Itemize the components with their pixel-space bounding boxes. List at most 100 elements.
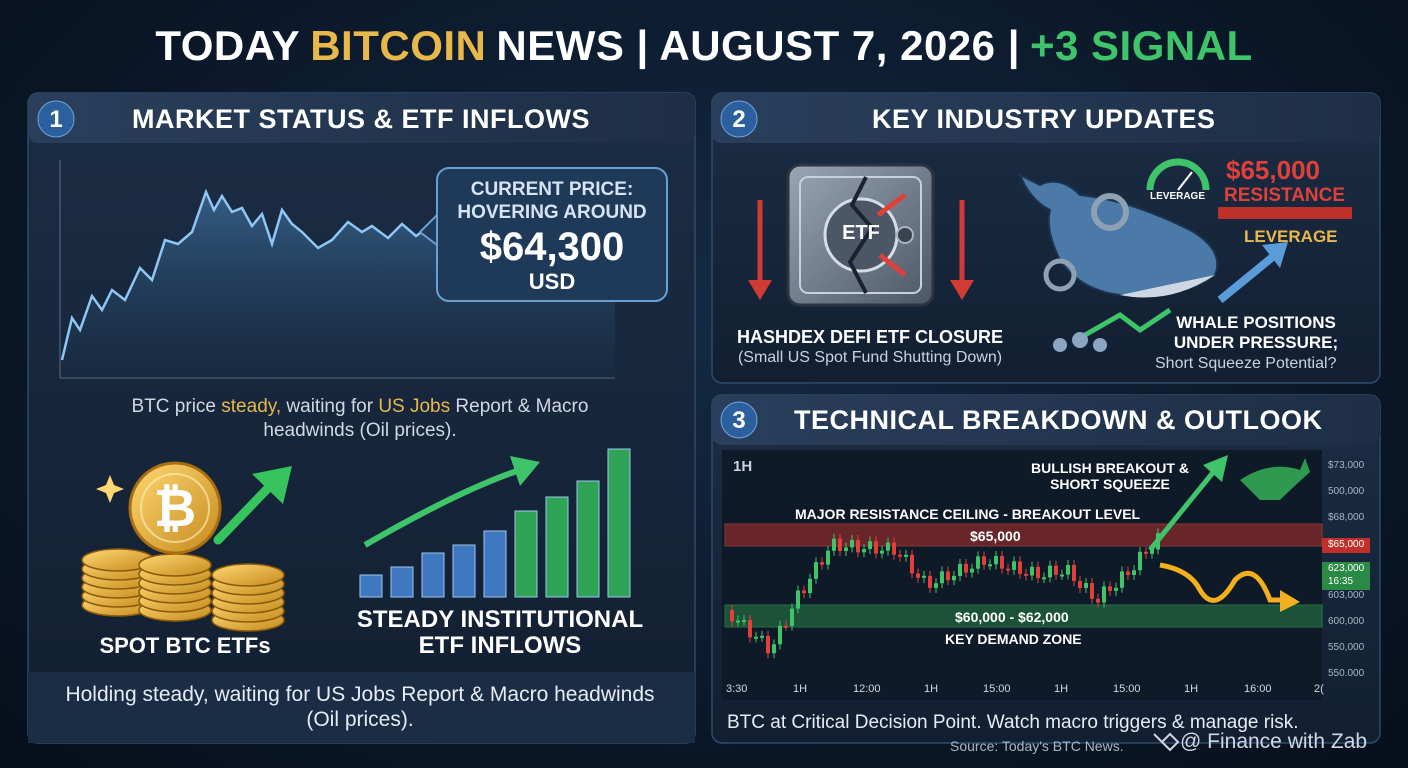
callout-unit: USD — [528, 269, 576, 294]
candle-body — [934, 583, 938, 588]
candle-body — [910, 554, 914, 574]
inflow-bar — [483, 530, 507, 598]
candle-body — [1090, 583, 1094, 599]
price-axis-label: $65,000 — [1328, 539, 1365, 550]
caption-text: Report & Macro headwinds (Oil prices). — [263, 396, 589, 441]
candle-body — [790, 608, 794, 626]
title-signal: +3 SIGNAL — [1029, 22, 1253, 69]
panel-number: 3 — [732, 407, 746, 434]
leverage-label: LEVERAGE — [1244, 227, 1338, 246]
caption-highlight: steady, — [221, 396, 282, 417]
candle-body — [946, 571, 950, 581]
candle-body — [976, 556, 980, 569]
time-axis-label: 1H — [1054, 683, 1069, 695]
inflow-bar — [390, 566, 414, 598]
candle-body — [982, 556, 986, 565]
source: Source: Today's BTC News. — [950, 738, 1124, 754]
candle-body — [898, 554, 902, 557]
candle-body — [814, 562, 818, 579]
candle-body — [1012, 561, 1016, 570]
candle-body — [1000, 556, 1004, 569]
candle-body — [892, 542, 896, 555]
candle-body — [988, 564, 992, 567]
price-axis-label: $73,000 — [1328, 460, 1365, 471]
svg-text:₿: ₿ — [154, 479, 196, 539]
candle-body — [994, 556, 998, 565]
price-callout: CURRENT PRICE: HOVERING AROUND $64,300 USD — [437, 178, 667, 293]
price-axis-label: 600,000 — [1328, 616, 1365, 627]
price-axis-label: 603,000 — [1328, 590, 1365, 601]
inflow-bars-illustration — [359, 448, 631, 598]
time-axis-label: 15:00 — [983, 683, 1011, 695]
candle-body — [850, 539, 854, 548]
candle-body — [856, 539, 860, 553]
bullish-note: BULLISH BREAKOUT & SHORT SQUEEZE — [1031, 460, 1189, 492]
time-axis-label: 1H — [1184, 683, 1199, 695]
technical-footer: BTC at Critical Decision Point. Watch ma… — [727, 712, 1299, 733]
candle-body — [1066, 565, 1070, 575]
inflow-bar — [452, 544, 476, 598]
market-caption: BTC price steady, waiting for US Jobs Re… — [90, 395, 630, 443]
time-axis-label: 16:00 — [1244, 683, 1272, 695]
whale-title: WHALE POSITIONS UNDER PRESSURE; — [1173, 313, 1339, 352]
caption-highlight: US Jobs — [378, 396, 451, 417]
callout-line: CURRENT PRICE: — [470, 179, 634, 200]
resistance-level: $65,000 — [970, 528, 1021, 544]
candle-body — [1084, 583, 1088, 589]
candle-body — [1126, 571, 1130, 575]
candle-body — [1072, 565, 1076, 581]
inflow-label: STEADY INSTITUTIONAL ETF INFLOWS — [356, 606, 644, 659]
inflow-bar — [514, 510, 538, 598]
panel-title: KEY INDUSTRY UPDATES — [872, 104, 1216, 134]
candle-body — [766, 635, 770, 654]
candle-body — [1114, 587, 1118, 591]
credit-logo — [1153, 732, 1180, 752]
candle-body — [958, 563, 962, 576]
candle-body — [778, 625, 782, 645]
candle-body — [1108, 586, 1112, 591]
timeframe: 1H — [733, 458, 753, 475]
candle-body — [1042, 577, 1046, 580]
candle-body — [1138, 551, 1142, 571]
candle-body — [754, 636, 758, 639]
candle-body — [940, 571, 944, 584]
caption-text: waiting for — [286, 396, 374, 417]
price-axis-label: 550,000 — [1328, 642, 1365, 653]
price-axis-label: 500,000 — [1328, 486, 1365, 497]
candle-body — [886, 542, 890, 551]
candle-body — [880, 550, 884, 554]
time-axis-label: 2( — [1314, 683, 1324, 695]
demand-caption: KEY DEMAND ZONE — [945, 631, 1082, 647]
price-axis-label: 16:35 — [1328, 576, 1354, 587]
price-axis-label: 623,000 — [1328, 563, 1365, 574]
candle-body — [1024, 573, 1028, 576]
candle-body — [730, 610, 734, 622]
candle-body — [874, 541, 878, 554]
candle-body — [748, 619, 752, 638]
coin — [211, 563, 285, 587]
candle-body — [1120, 571, 1124, 588]
candle-body — [862, 549, 866, 553]
caption-text: BTC price — [131, 396, 216, 417]
candle-body — [1036, 566, 1040, 579]
inflow-bar — [359, 574, 383, 598]
title-lead: TODAY — [155, 22, 301, 69]
candle-body — [1150, 549, 1154, 554]
market-footer: Holding steady, waiting for US Jobs Repo… — [65, 683, 655, 731]
inflow-bar — [545, 496, 569, 598]
candle-body — [820, 562, 824, 565]
candle-body — [1132, 570, 1136, 575]
page-title: TODAY BITCOIN NEWS | AUGUST 7, 2026 | +3 SI… — [0, 22, 1408, 70]
candle-body — [736, 620, 740, 623]
candle-body — [1018, 561, 1022, 574]
candle-body — [868, 541, 872, 550]
candle-body — [952, 575, 956, 581]
inflow-bar — [421, 552, 445, 598]
panel-number: 2 — [732, 106, 746, 133]
candle-body — [808, 578, 812, 594]
candle-body — [1102, 586, 1106, 603]
candle-body — [1006, 568, 1010, 571]
panel-title: MARKET STATUS & ETF INFLOWS — [132, 104, 590, 134]
candle-body — [742, 619, 746, 622]
